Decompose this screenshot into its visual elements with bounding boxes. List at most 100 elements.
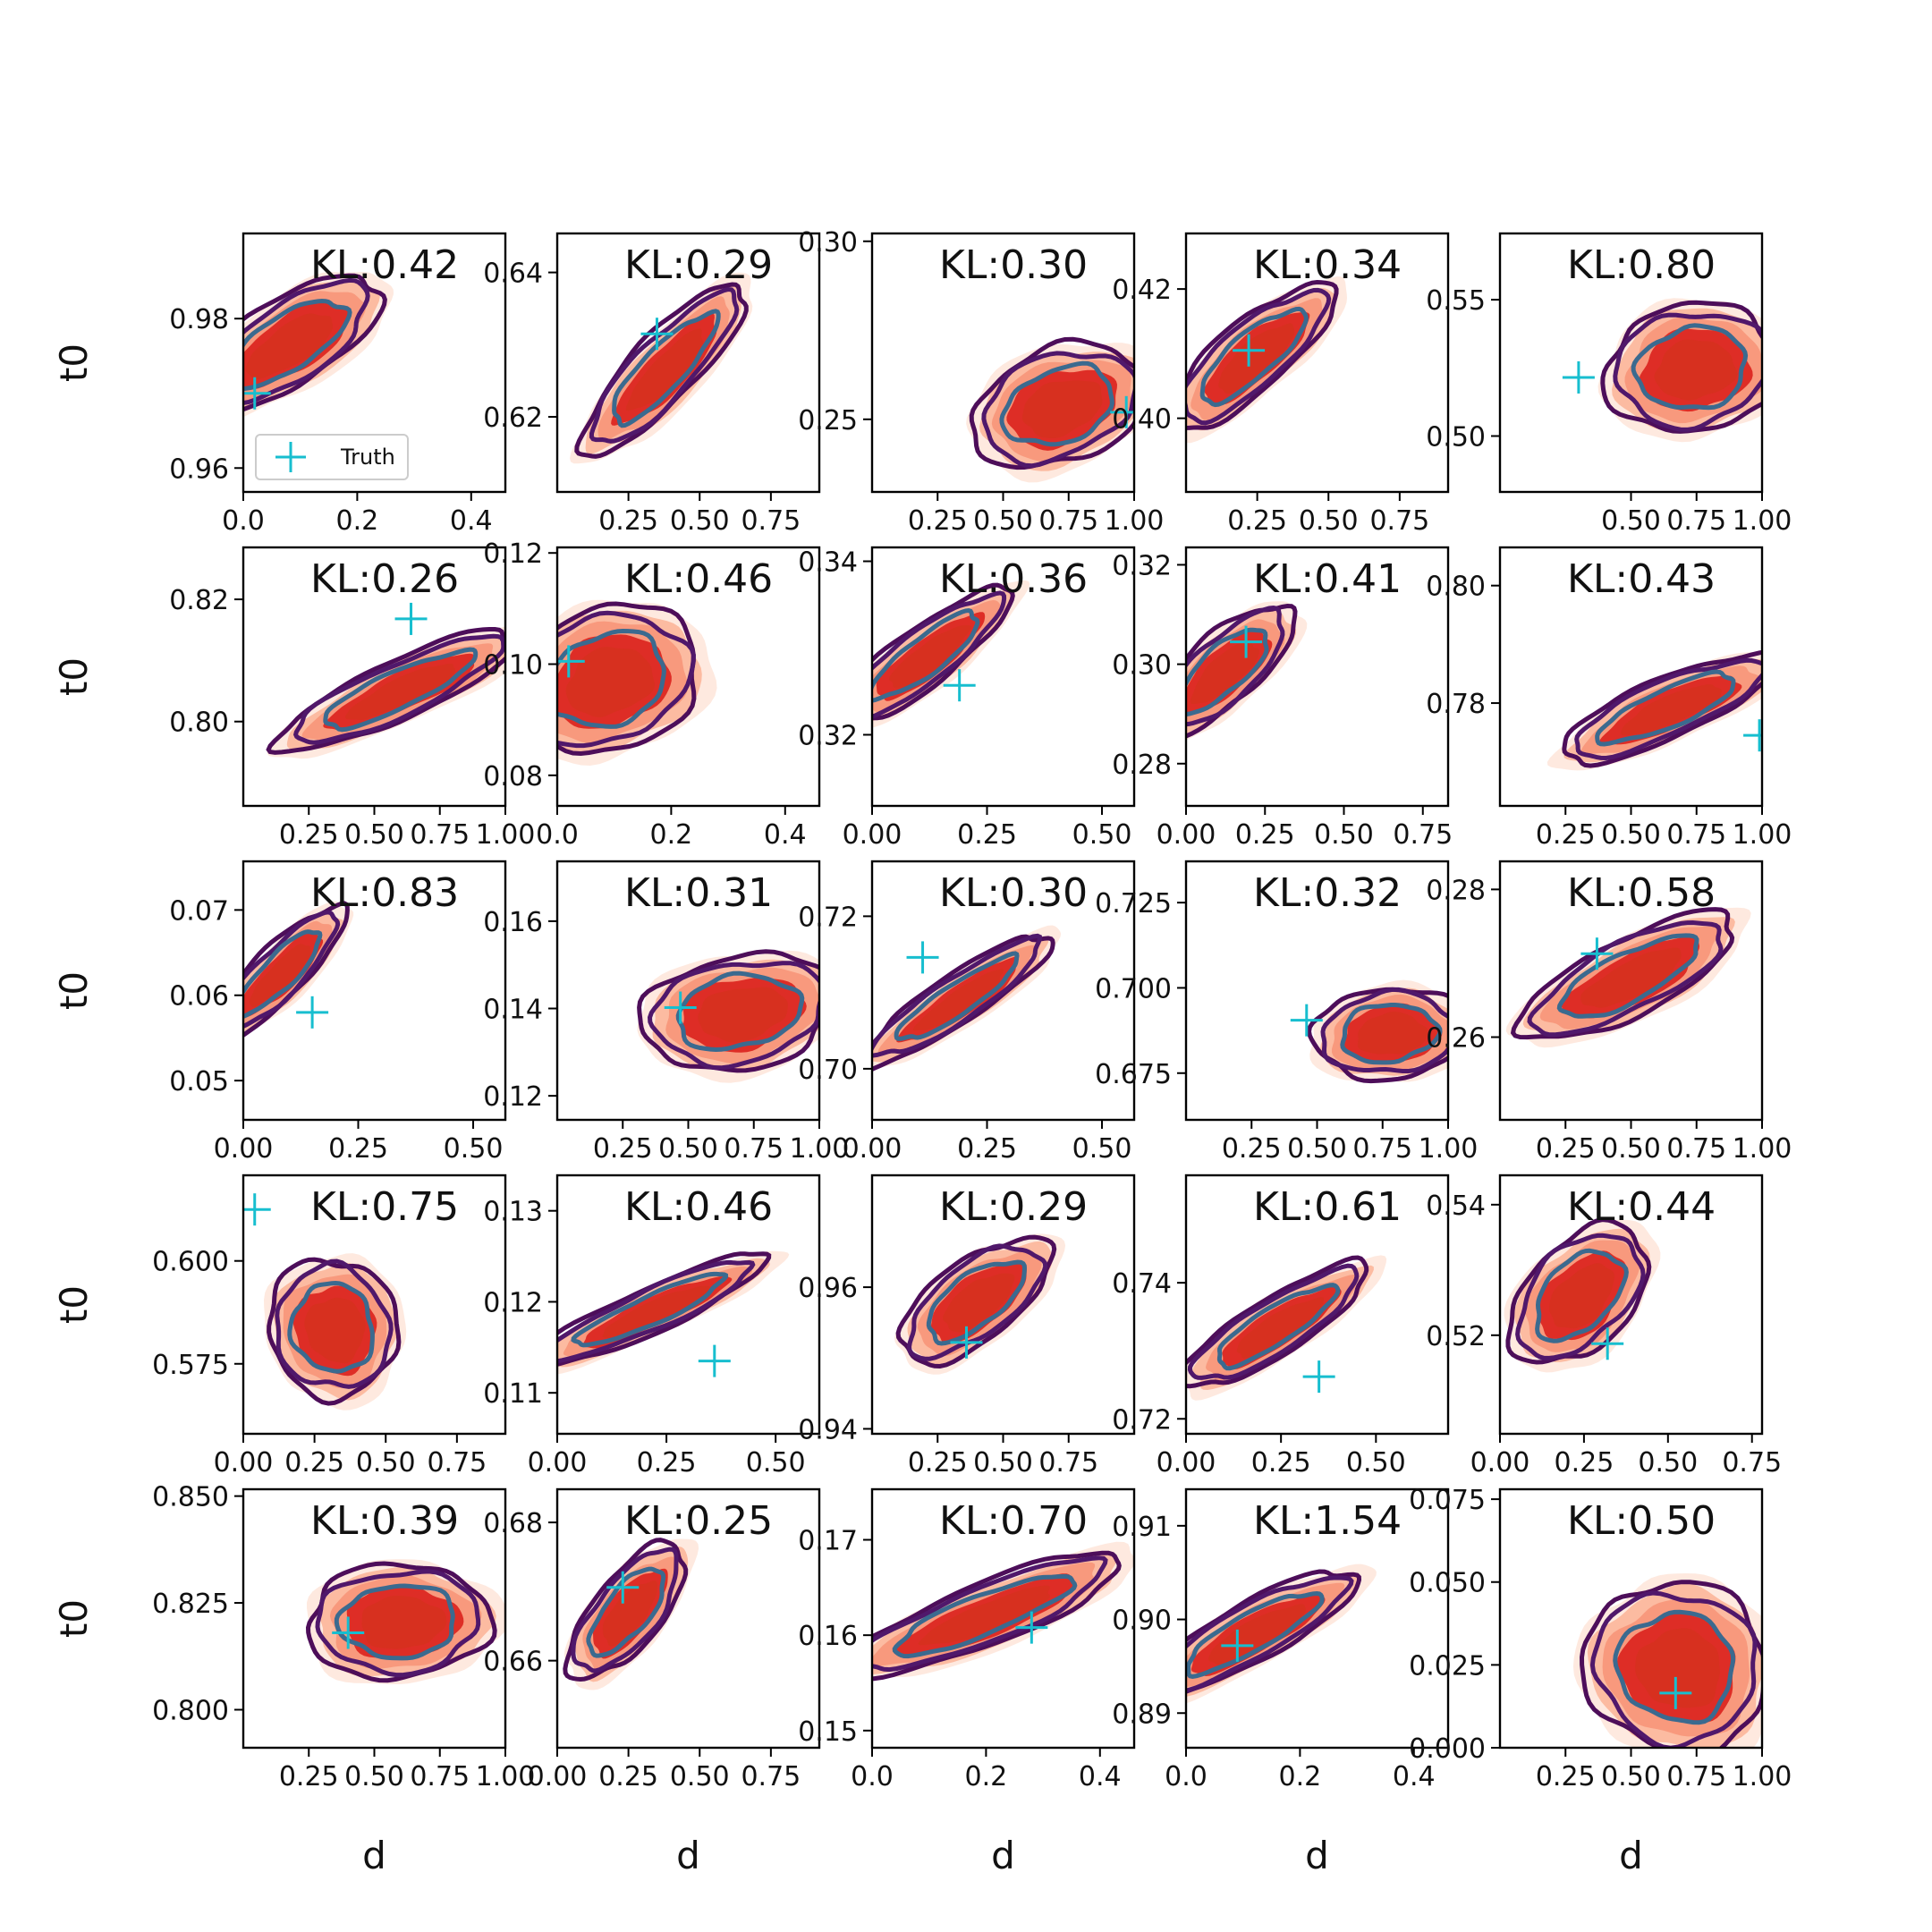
density-fill-level-5 (1357, 1011, 1428, 1055)
contour-outer (1186, 603, 1298, 739)
x-tick-label: 0.0 (222, 505, 265, 537)
x-tick-label: 0.25 (598, 1761, 658, 1792)
y-tick-label: 0.07 (169, 895, 229, 927)
contour-inner (571, 1271, 729, 1348)
y-tick-label: 0.66 (483, 1647, 543, 1678)
x-tick-label: 0.50 (1287, 1133, 1347, 1165)
y-tick-label: 0.15 (798, 1716, 858, 1748)
x-tick-label: 0.4 (1079, 1761, 1122, 1792)
panel-2: 0.25 0.50 0.75 0.62 0.64 KL:0.29 (483, 232, 821, 537)
x-tick-label: 0.25 (1555, 1447, 1614, 1479)
y-tick-label: 0.80 (1426, 572, 1486, 603)
x-tick-label: 1.00 (476, 1761, 536, 1792)
density-fill-level-5 (698, 987, 788, 1043)
x-tick-label: 0.50 (670, 1761, 730, 1792)
kl-annotation: KL:0.41 (1253, 556, 1402, 602)
y-tick-label: 0.90 (1112, 1606, 1172, 1637)
y-tick-label: 0.54 (1426, 1191, 1486, 1222)
kl-annotation: KL:0.36 (939, 556, 1088, 602)
contour-inner (926, 1259, 1028, 1346)
y-tick-label: 0.16 (798, 1621, 858, 1652)
x-tick-label: 0.75 (1666, 1761, 1726, 1792)
kl-annotation: KL:0.29 (939, 1184, 1088, 1230)
y-tick-label: 0.26 (1426, 1023, 1486, 1055)
legend-box (255, 434, 409, 480)
contour-middle (1186, 1575, 1354, 1693)
x-tick-label: 0.25 (279, 1761, 339, 1792)
panel-frame (1184, 1487, 1450, 1750)
y-tick-label: 0.89 (1112, 1699, 1172, 1730)
panel-plot-area (1290, 979, 1448, 1084)
x-tick-label: 0.50 (444, 1133, 504, 1165)
density-fill-level-5 (1654, 339, 1738, 401)
y-tick-label: 0.30 (798, 227, 858, 258)
y-tick-label: 0.600 (152, 1247, 229, 1278)
panel-plot-area (1546, 649, 1762, 771)
panel-3: 0.25 0.50 0.75 1.000.250.30 KL:0.30 (798, 227, 1164, 537)
panel-23: 0.0 0.2 0.4 0.15 0.16 0.17 KL:0.70 d (798, 1487, 1136, 1877)
x-tick-label: 0.75 (1393, 819, 1453, 851)
density-fill-level-5 (361, 1596, 447, 1649)
contour-middle (275, 1258, 394, 1389)
panel-plot-area (637, 949, 819, 1083)
x-tick-label: 0.00 (214, 1133, 274, 1165)
panel-plot-area (563, 1538, 699, 1690)
y-tick-label: 0.72 (1112, 1404, 1172, 1436)
density-fill-level-5 (889, 625, 971, 689)
contour-outer (872, 582, 1015, 721)
y-tick-label: 0.075 (1409, 1485, 1486, 1516)
x-tick-label: 0.00 (1157, 1447, 1216, 1479)
contour-inner (1216, 1283, 1341, 1371)
panel-frame (555, 1174, 821, 1436)
x-tick-label: 0.0 (1165, 1761, 1208, 1792)
y-tick-label: 0.850 (152, 1482, 229, 1513)
density-fill-level-5 (304, 1297, 366, 1364)
density-fill-level-5 (1620, 684, 1722, 736)
panel-frame (1498, 1174, 1764, 1436)
contour-inner (872, 607, 980, 703)
contour-middle (315, 1569, 481, 1678)
contour-inner (1186, 627, 1269, 717)
y-tick-label: 0.050 (1409, 1568, 1486, 1599)
x-tick-label: 0.4 (450, 505, 493, 537)
panel-16: 0.00 0.25 0.50 0.75 0.575 0.600 KL:0.75 t0 (52, 1174, 507, 1479)
y-tick-label: 0.06 (169, 981, 229, 1013)
y-tick-label: 0.12 (483, 1287, 543, 1318)
x-tick-label: 1.00 (1419, 1133, 1479, 1165)
x-tick-label: 0.2 (965, 1761, 1008, 1792)
density-fill-level-5 (602, 1580, 658, 1647)
contour-middle (1527, 919, 1724, 1038)
y-tick-label: 0.10 (483, 650, 543, 682)
x-tick-label: 0.50 (1601, 505, 1661, 537)
panel-21: 0.25 0.50 0.75 1.00 0.800 0.825 0.850 KL:0.39 t0… (52, 1482, 535, 1877)
panel-13: 0.00 0.25 0.50 0.70 0.72 KL:0.30 (798, 860, 1136, 1165)
contour-outer (243, 901, 350, 1038)
x-tick-label: 0.50 (344, 819, 404, 851)
kl-annotation: KL:0.39 (310, 1498, 459, 1544)
contour-middle (1613, 312, 1762, 432)
x-tick-label: 1.00 (790, 1133, 850, 1165)
kl-annotation: KL:0.25 (624, 1498, 773, 1544)
y-tick-label: 0.700 (1095, 973, 1172, 1004)
panel-plot-area (243, 1193, 407, 1411)
x-tick-label: 0.2 (336, 505, 379, 537)
y-tick-label: 0.64 (483, 258, 543, 290)
y-tick-label: 0.78 (1426, 689, 1486, 720)
y-tick-label: 0.08 (483, 761, 543, 792)
density-fill-level-5 (625, 328, 704, 411)
kl-annotation: KL:0.32 (1253, 870, 1402, 916)
panel-frame (555, 546, 821, 808)
x-tick-label: 1.00 (1733, 1761, 1792, 1792)
panel-8: 0.00 0.25 0.50 0.32 0.34 KL:0.36 (798, 546, 1136, 851)
x-tick-label: 0.50 (746, 1447, 806, 1479)
x-tick-label: 0.00 (214, 1447, 274, 1479)
contour-middle (243, 277, 370, 406)
panel-10: 0.25 0.50 0.75 1.00 0.78 0.80 KL:0.43 (1426, 546, 1792, 851)
x-tick-label: 0.75 (1666, 819, 1726, 851)
contour-inner (586, 1566, 666, 1658)
kl-annotation: KL:0.80 (1567, 242, 1716, 288)
contour-outer (267, 1257, 402, 1406)
x-tick-label: 0.50 (1601, 1133, 1661, 1165)
